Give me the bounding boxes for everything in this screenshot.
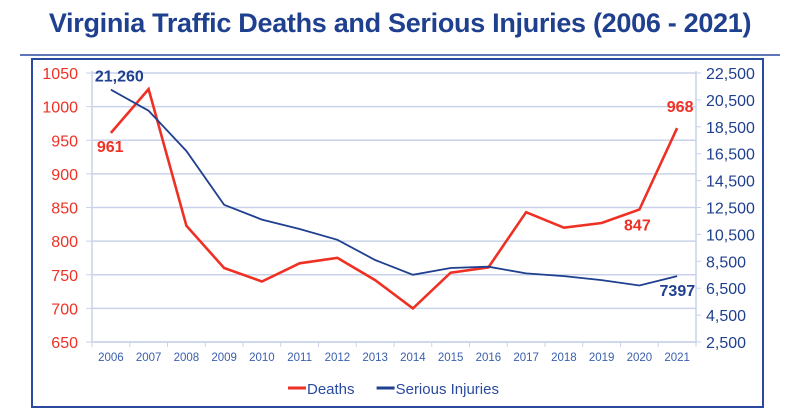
series-line-serious-injuries bbox=[110, 88, 678, 287]
x-tick-label: 2018 bbox=[551, 352, 577, 364]
y-right-tick-label: 2,500 bbox=[706, 335, 746, 352]
y-left-tick-label: 1000 bbox=[42, 100, 78, 117]
y-left-tick-label: 750 bbox=[51, 268, 78, 285]
x-tick-label: 2015 bbox=[438, 352, 464, 364]
x-tick-label: 2014 bbox=[400, 352, 426, 364]
x-tick-label: 2013 bbox=[362, 352, 388, 364]
x-tick-label: 2012 bbox=[325, 352, 351, 364]
x-tick-label: 2016 bbox=[476, 352, 502, 364]
data-label: 21,260 bbox=[95, 69, 144, 86]
y-right-tick-label: 18,500 bbox=[706, 120, 755, 137]
data-label: 847 bbox=[624, 218, 651, 235]
data-label: 7397 bbox=[660, 283, 696, 300]
legend-label: Serious Injuries bbox=[396, 381, 499, 398]
x-tick-label: 2010 bbox=[249, 352, 275, 364]
x-tick-label: 2009 bbox=[211, 352, 237, 364]
x-tick-label: 2019 bbox=[589, 352, 615, 364]
data-label: 961 bbox=[97, 139, 124, 156]
y-right-tick-label: 16,500 bbox=[706, 147, 755, 164]
x-tick-label: 2017 bbox=[513, 352, 539, 364]
y-left-tick-label: 900 bbox=[51, 167, 78, 184]
series-line-deaths bbox=[109, 86, 679, 311]
y-right-tick-label: 20,500 bbox=[706, 93, 755, 110]
y-right-tick-label: 6,500 bbox=[706, 281, 746, 298]
x-tick-label: 2007 bbox=[136, 352, 162, 364]
y-right-tick-label: 22,500 bbox=[706, 66, 755, 83]
y-left-tick-label: 1050 bbox=[42, 66, 78, 83]
legend-label: Deaths bbox=[307, 381, 355, 398]
y-left-tick-label: 850 bbox=[51, 201, 78, 218]
x-tick-label: 2006 bbox=[98, 352, 124, 364]
data-label: 968 bbox=[667, 99, 694, 116]
y-right-tick-label: 12,500 bbox=[706, 201, 755, 218]
x-tick-label: 2011 bbox=[287, 352, 312, 364]
y-right-tick-label: 10,500 bbox=[706, 227, 755, 244]
chart-title: Virginia Traffic Deaths and Serious Inju… bbox=[48, 8, 752, 38]
y-right-tick-label: 14,500 bbox=[706, 174, 755, 191]
y-left-tick-label: 700 bbox=[51, 301, 78, 318]
y-right-tick-label: 8,500 bbox=[706, 254, 746, 271]
x-tick-label: 2021 bbox=[664, 352, 690, 364]
y-left-tick-label: 650 bbox=[51, 335, 78, 352]
y-left-tick-label: 950 bbox=[51, 133, 78, 150]
x-tick-label: 2020 bbox=[627, 352, 653, 364]
y-left-tick-label: 800 bbox=[51, 234, 78, 251]
y-right-tick-label: 4,500 bbox=[706, 308, 746, 325]
x-tick-label: 2008 bbox=[174, 352, 200, 364]
